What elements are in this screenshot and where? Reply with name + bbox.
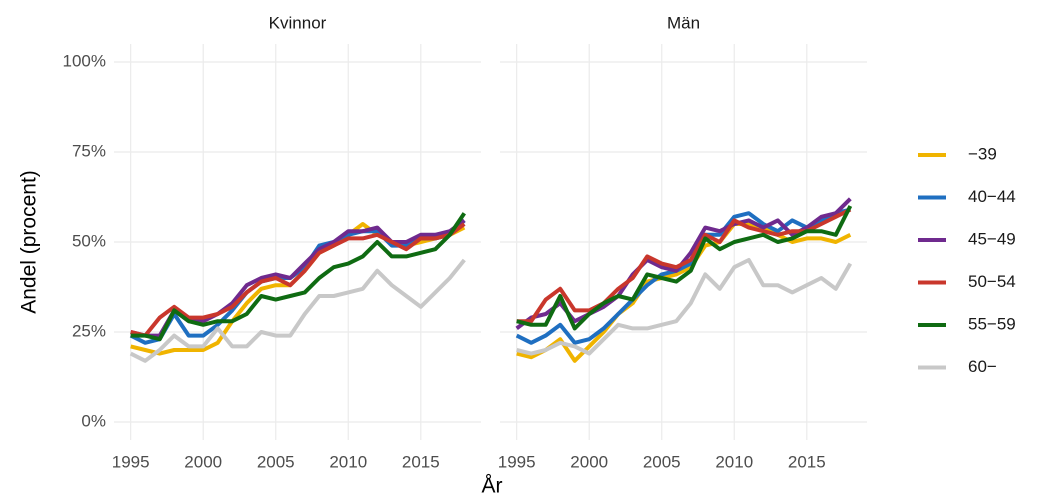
series-line <box>129 258 466 363</box>
x-tick-label: 2000 <box>184 452 222 471</box>
y-tick-label: 75% <box>72 141 106 160</box>
series-line <box>516 258 853 356</box>
legend-label: −39 <box>968 144 997 163</box>
series-line <box>516 207 852 324</box>
x-tick-label: 2015 <box>402 452 440 471</box>
x-axis-label: År <box>482 475 503 498</box>
x-tick-label: 2015 <box>788 452 826 471</box>
legend-label: 55−59 <box>968 314 1016 333</box>
legend-label: 50−54 <box>968 272 1016 291</box>
series-line <box>516 205 853 331</box>
legend-label: 60− <box>968 357 997 376</box>
series-line <box>515 207 851 345</box>
panel-title: Kvinnor <box>269 13 327 32</box>
series-line <box>130 212 466 342</box>
legend-label: 40−44 <box>968 187 1016 206</box>
legend-label: 45−49 <box>968 229 1016 248</box>
panel-title: Män <box>667 13 700 32</box>
x-tick-label: 1995 <box>498 452 536 471</box>
x-tick-label: 2010 <box>715 452 753 471</box>
y-tick-label: 25% <box>72 321 106 340</box>
y-axis-label: Andel (procent) <box>18 170 41 314</box>
x-tick-label: 2000 <box>570 452 608 471</box>
y-tick-label: 50% <box>72 231 106 250</box>
y-tick-label: 0% <box>81 411 106 430</box>
x-tick-label: 2005 <box>643 452 681 471</box>
series-line <box>516 222 852 363</box>
x-tick-label: 2005 <box>257 452 295 471</box>
x-tick-label: 1995 <box>112 452 150 471</box>
y-tick-label: 100% <box>63 51 106 70</box>
series-line <box>130 222 466 338</box>
x-tick-label: 2010 <box>329 452 367 471</box>
